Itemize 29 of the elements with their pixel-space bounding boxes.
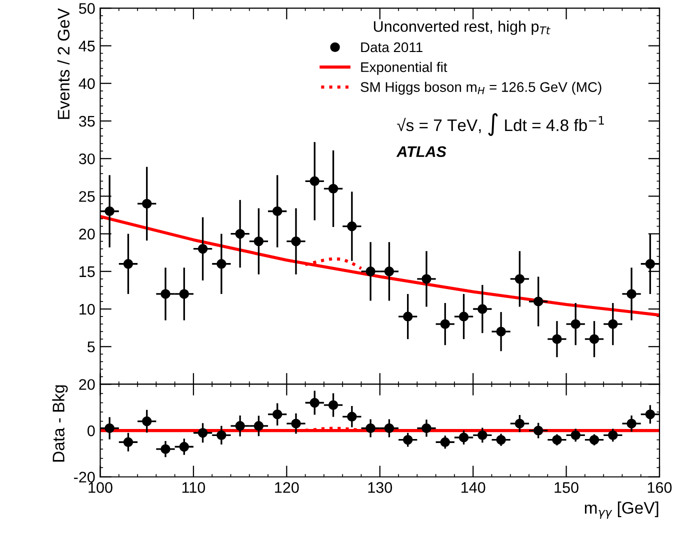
y-tick-label: 40 — [78, 78, 95, 90]
y-axis-title: Data - Bkg — [52, 385, 68, 462]
y-axis-title: Events / 2 GeV — [57, 8, 70, 119]
y-tick-label: 45 — [78, 40, 95, 52]
x-tick-label: 120 — [275, 482, 299, 493]
y-tick-label: 20 — [79, 228, 95, 240]
x-axis-title: m$_{γγ}$ [GeV] — [584, 502, 658, 519]
y-tick-label: 30 — [78, 153, 95, 164]
y-tick-label: -20 — [74, 472, 95, 483]
y-tick-label: 25 — [79, 191, 95, 202]
y-tick-label: 35 — [78, 116, 95, 127]
y-tick-label: 10 — [80, 304, 95, 315]
x-tick-label: 110 — [182, 482, 206, 493]
y-tick-label: 20 — [79, 379, 95, 390]
annotation: ATLAS — [396, 146, 446, 158]
legend-label: Data 2011 — [361, 42, 422, 52]
legend-label: Exponential fit — [361, 62, 448, 75]
x-tick-label: 100 — [88, 482, 112, 493]
legend-label: SM Higgs boson m$_{H}$ = 126.5 GeV (MC) — [360, 82, 602, 95]
y-tick-label: 50 — [79, 3, 95, 14]
x-tick-label: 160 — [648, 482, 672, 493]
legend-title: Unconverted rest, high p$_{Tt}$ — [374, 20, 550, 35]
x-tick-label: 130 — [368, 482, 392, 493]
x-tick-label: 150 — [554, 482, 578, 493]
y-tick-label: 5 — [88, 342, 95, 352]
annotation: √s = 7 TeV, ∫ Ldt = 4.8 fb$^{−1}$ — [397, 113, 604, 136]
y-tick-label: 15 — [80, 266, 95, 278]
y-tick-label: 0 — [87, 425, 95, 436]
x-tick-label: 140 — [462, 482, 486, 493]
